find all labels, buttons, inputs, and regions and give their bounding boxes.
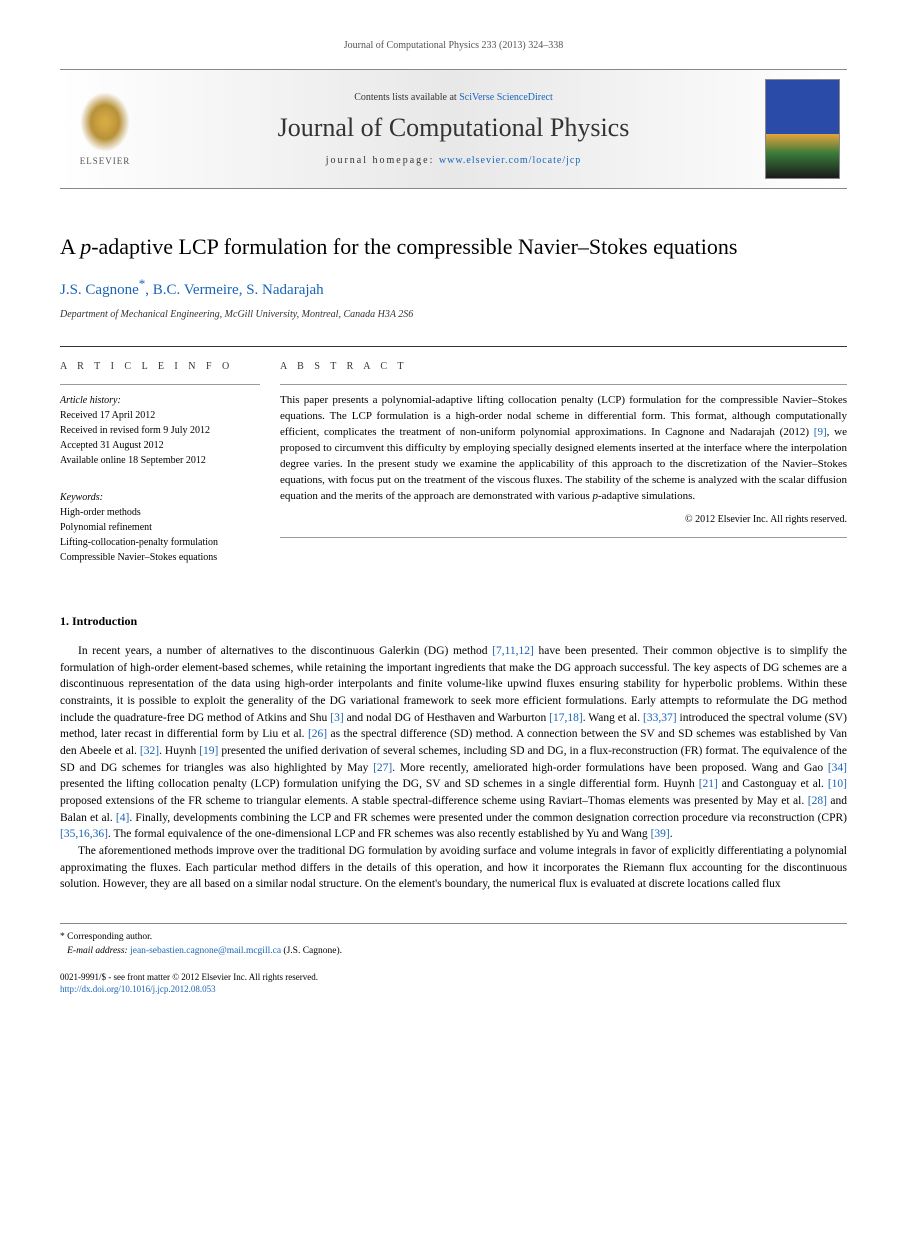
p1-r14[interactable]: [35,16,36] [60, 828, 108, 840]
email-who: (J.S. Cagnone). [281, 946, 342, 956]
body-text: In recent years, a number of alternative… [60, 643, 847, 893]
p1-r4[interactable]: [33,37] [643, 712, 677, 724]
info-abstract-row: A R T I C L E I N F O Article history: R… [60, 346, 847, 579]
journal-cover-thumb [765, 79, 840, 179]
copyright: © 2012 Elsevier Inc. All rights reserved… [280, 513, 847, 528]
p1-t3: and nodal DG of Hesthaven and Warburton [344, 712, 550, 724]
received-date: Received 17 April 2012 [60, 408, 260, 423]
keyword-4: Compressible Navier–Stokes equations [60, 550, 260, 565]
affiliation: Department of Mechanical Engineering, Mc… [60, 309, 847, 320]
cover-box [757, 70, 847, 188]
abstract: A B S T R A C T This paper presents a po… [280, 347, 847, 579]
contents-line: Contents lists available at SciVerse Sci… [354, 92, 553, 103]
journal-reference: Journal of Computational Physics 233 (20… [60, 40, 847, 51]
abstract-rule [280, 537, 847, 538]
sciencedirect-link[interactable]: SciVerse ScienceDirect [459, 92, 553, 103]
email-address[interactable]: jean-sebastien.cagnone@mail.mcgill.ca [130, 946, 281, 956]
abstract-heading: A B S T R A C T [280, 361, 847, 372]
authors-rest[interactable]: , B.C. Vermeire, S. Nadarajah [145, 282, 323, 298]
p1-r12[interactable]: [28] [808, 795, 827, 807]
article-info: A R T I C L E I N F O Article history: R… [60, 347, 280, 579]
section-1-heading: 1. Introduction [60, 614, 847, 629]
p1-t11: and Castonguay et al. [718, 778, 828, 790]
footer-meta: 0021-9991/$ - see front matter © 2012 El… [60, 971, 847, 996]
email-line: E-mail address: jean-sebastien.cagnone@m… [60, 944, 847, 958]
p1-r2[interactable]: [3] [330, 712, 343, 724]
p1-t10: presented the lifting collocation penalt… [60, 778, 699, 790]
abs-t3: -adaptive simulations. [598, 490, 695, 502]
title-prefix: A [60, 234, 80, 259]
homepage-link[interactable]: www.elsevier.com/locate/jcp [439, 155, 581, 166]
journal-header: ELSEVIER Contents lists available at Sci… [60, 69, 847, 189]
online-date: Available online 18 September 2012 [60, 453, 260, 468]
email-label: E-mail address: [67, 946, 130, 956]
corresponding-author: * Corresponding author. [60, 930, 847, 944]
title-p: p [80, 234, 91, 259]
publisher-name: ELSEVIER [80, 156, 131, 166]
article-title: A p-adaptive LCP formulation for the com… [60, 234, 847, 260]
p1-r15[interactable]: [39] [651, 828, 670, 840]
p1-r3[interactable]: [17,18] [549, 712, 583, 724]
p1-t9: . More recently, ameliorated high-order … [392, 762, 828, 774]
authors: J.S. Cagnone*, B.C. Vermeire, S. Nadaraj… [60, 276, 847, 299]
abstract-text: This paper presents a polynomial-adaptiv… [280, 384, 847, 527]
keywords-block: Keywords: High-order methods Polynomial … [60, 482, 260, 565]
p1-t7: . Huynh [159, 745, 199, 757]
abs-t1: This paper presents a polynomial-adaptiv… [280, 394, 847, 438]
p1-r13[interactable]: [4] [116, 812, 129, 824]
article-info-heading: A R T I C L E I N F O [60, 361, 260, 372]
history-label: Article history: [60, 393, 260, 408]
revised-date: Received in revised form 9 July 2012 [60, 423, 260, 438]
keyword-3: Lifting-collocation-penalty formulation [60, 535, 260, 550]
paragraph-2: The aforementioned methods improve over … [60, 843, 847, 893]
p1-t1: In recent years, a number of alternative… [78, 645, 492, 657]
title-rest: -adaptive LCP formulation for the compre… [91, 234, 737, 259]
p1-r11[interactable]: [10] [828, 778, 847, 790]
page: Journal of Computational Physics 233 (20… [0, 0, 907, 1046]
footer: * Corresponding author. E-mail address: … [60, 923, 847, 996]
elsevier-tree-icon [80, 92, 130, 152]
p1-t12: proposed extensions of the FR scheme to … [60, 795, 808, 807]
p1-r7[interactable]: [19] [199, 745, 218, 757]
p1-r1[interactable]: [7,11,12] [492, 645, 534, 657]
p1-t15: . The formal equivalence of the one-dime… [108, 828, 651, 840]
p1-t14: . Finally, developments combining the LC… [129, 812, 847, 824]
paragraph-1: In recent years, a number of alternative… [60, 643, 847, 843]
journal-name: Journal of Computational Physics [278, 113, 630, 143]
keywords-label: Keywords: [60, 490, 260, 505]
p1-r10[interactable]: [21] [699, 778, 718, 790]
author-1[interactable]: J.S. Cagnone [60, 282, 139, 298]
p1-r8[interactable]: [27] [373, 762, 392, 774]
homepage-line: journal homepage: www.elsevier.com/locat… [326, 155, 582, 166]
p1-r6[interactable]: [32] [140, 745, 159, 757]
p1-t4: . Wang et al. [583, 712, 643, 724]
keyword-2: Polynomial refinement [60, 520, 260, 535]
p1-r9[interactable]: [34] [828, 762, 847, 774]
article-history: Article history: Received 17 April 2012 … [60, 384, 260, 468]
keyword-1: High-order methods [60, 505, 260, 520]
doi-link[interactable]: http://dx.doi.org/10.1016/j.jcp.2012.08.… [60, 983, 847, 996]
accepted-date: Accepted 31 August 2012 [60, 438, 260, 453]
contents-prefix: Contents lists available at [354, 92, 459, 103]
publisher-logo-box: ELSEVIER [60, 70, 150, 188]
header-center: Contents lists available at SciVerse Sci… [150, 70, 757, 188]
p1-r5[interactable]: [26] [308, 728, 327, 740]
p1-t16: . [670, 828, 673, 840]
homepage-prefix: journal homepage: [326, 155, 439, 166]
abs-ref-9[interactable]: [9] [814, 426, 827, 438]
issn-line: 0021-9991/$ - see front matter © 2012 El… [60, 971, 847, 984]
